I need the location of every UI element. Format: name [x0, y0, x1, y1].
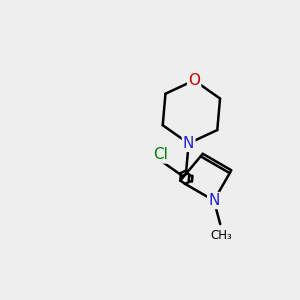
Text: O: O [188, 73, 200, 88]
Text: N: N [183, 136, 194, 151]
Text: CH₃: CH₃ [211, 230, 232, 242]
Text: N: N [208, 193, 220, 208]
Text: Cl: Cl [153, 147, 168, 162]
